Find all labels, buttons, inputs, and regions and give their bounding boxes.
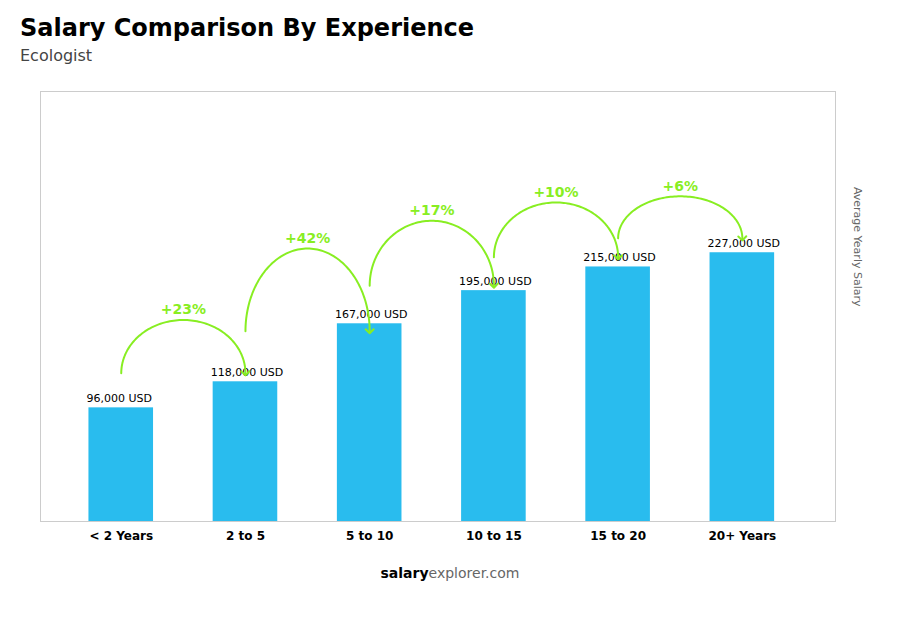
svg-text:2 to 5: 2 to 5 (226, 529, 265, 543)
svg-text:118,000 USD: 118,000 USD (211, 366, 284, 379)
svg-text:215,000 USD: 215,000 USD (583, 251, 656, 264)
svg-text:5 to 10: 5 to 10 (346, 529, 393, 543)
svg-text:+42%: +42% (285, 230, 330, 246)
svg-text:Average Yearly Salary: Average Yearly Salary (851, 187, 864, 307)
svg-text:+23%: +23% (161, 301, 206, 317)
svg-text:< 2 Years: < 2 Years (89, 529, 153, 543)
svg-text:167,000 USD: 167,000 USD (335, 308, 408, 321)
html-text:Salary Comparison By Experienc: Salary Comparison By Experience (20, 14, 475, 42)
svg-text:227,000 USD: 227,000 USD (708, 237, 781, 250)
svg-text:+17%: +17% (409, 202, 454, 218)
svg-text:96,000 USD: 96,000 USD (86, 392, 152, 405)
svg-text:20+ Years: 20+ Years (708, 529, 776, 543)
svg-text:+6%: +6% (662, 178, 698, 194)
svg-text:195,000 USD: 195,000 USD (459, 275, 532, 288)
svg-text:15 to 20: 15 to 20 (590, 529, 646, 543)
html-text:salary explorer.com: salary explorer.com (380, 565, 520, 581)
svg-text:+10%: +10% (533, 184, 578, 200)
html-text:Ecologist: Ecologist (20, 46, 93, 65)
svg-text:10 to 15: 10 to 15 (466, 529, 522, 543)
